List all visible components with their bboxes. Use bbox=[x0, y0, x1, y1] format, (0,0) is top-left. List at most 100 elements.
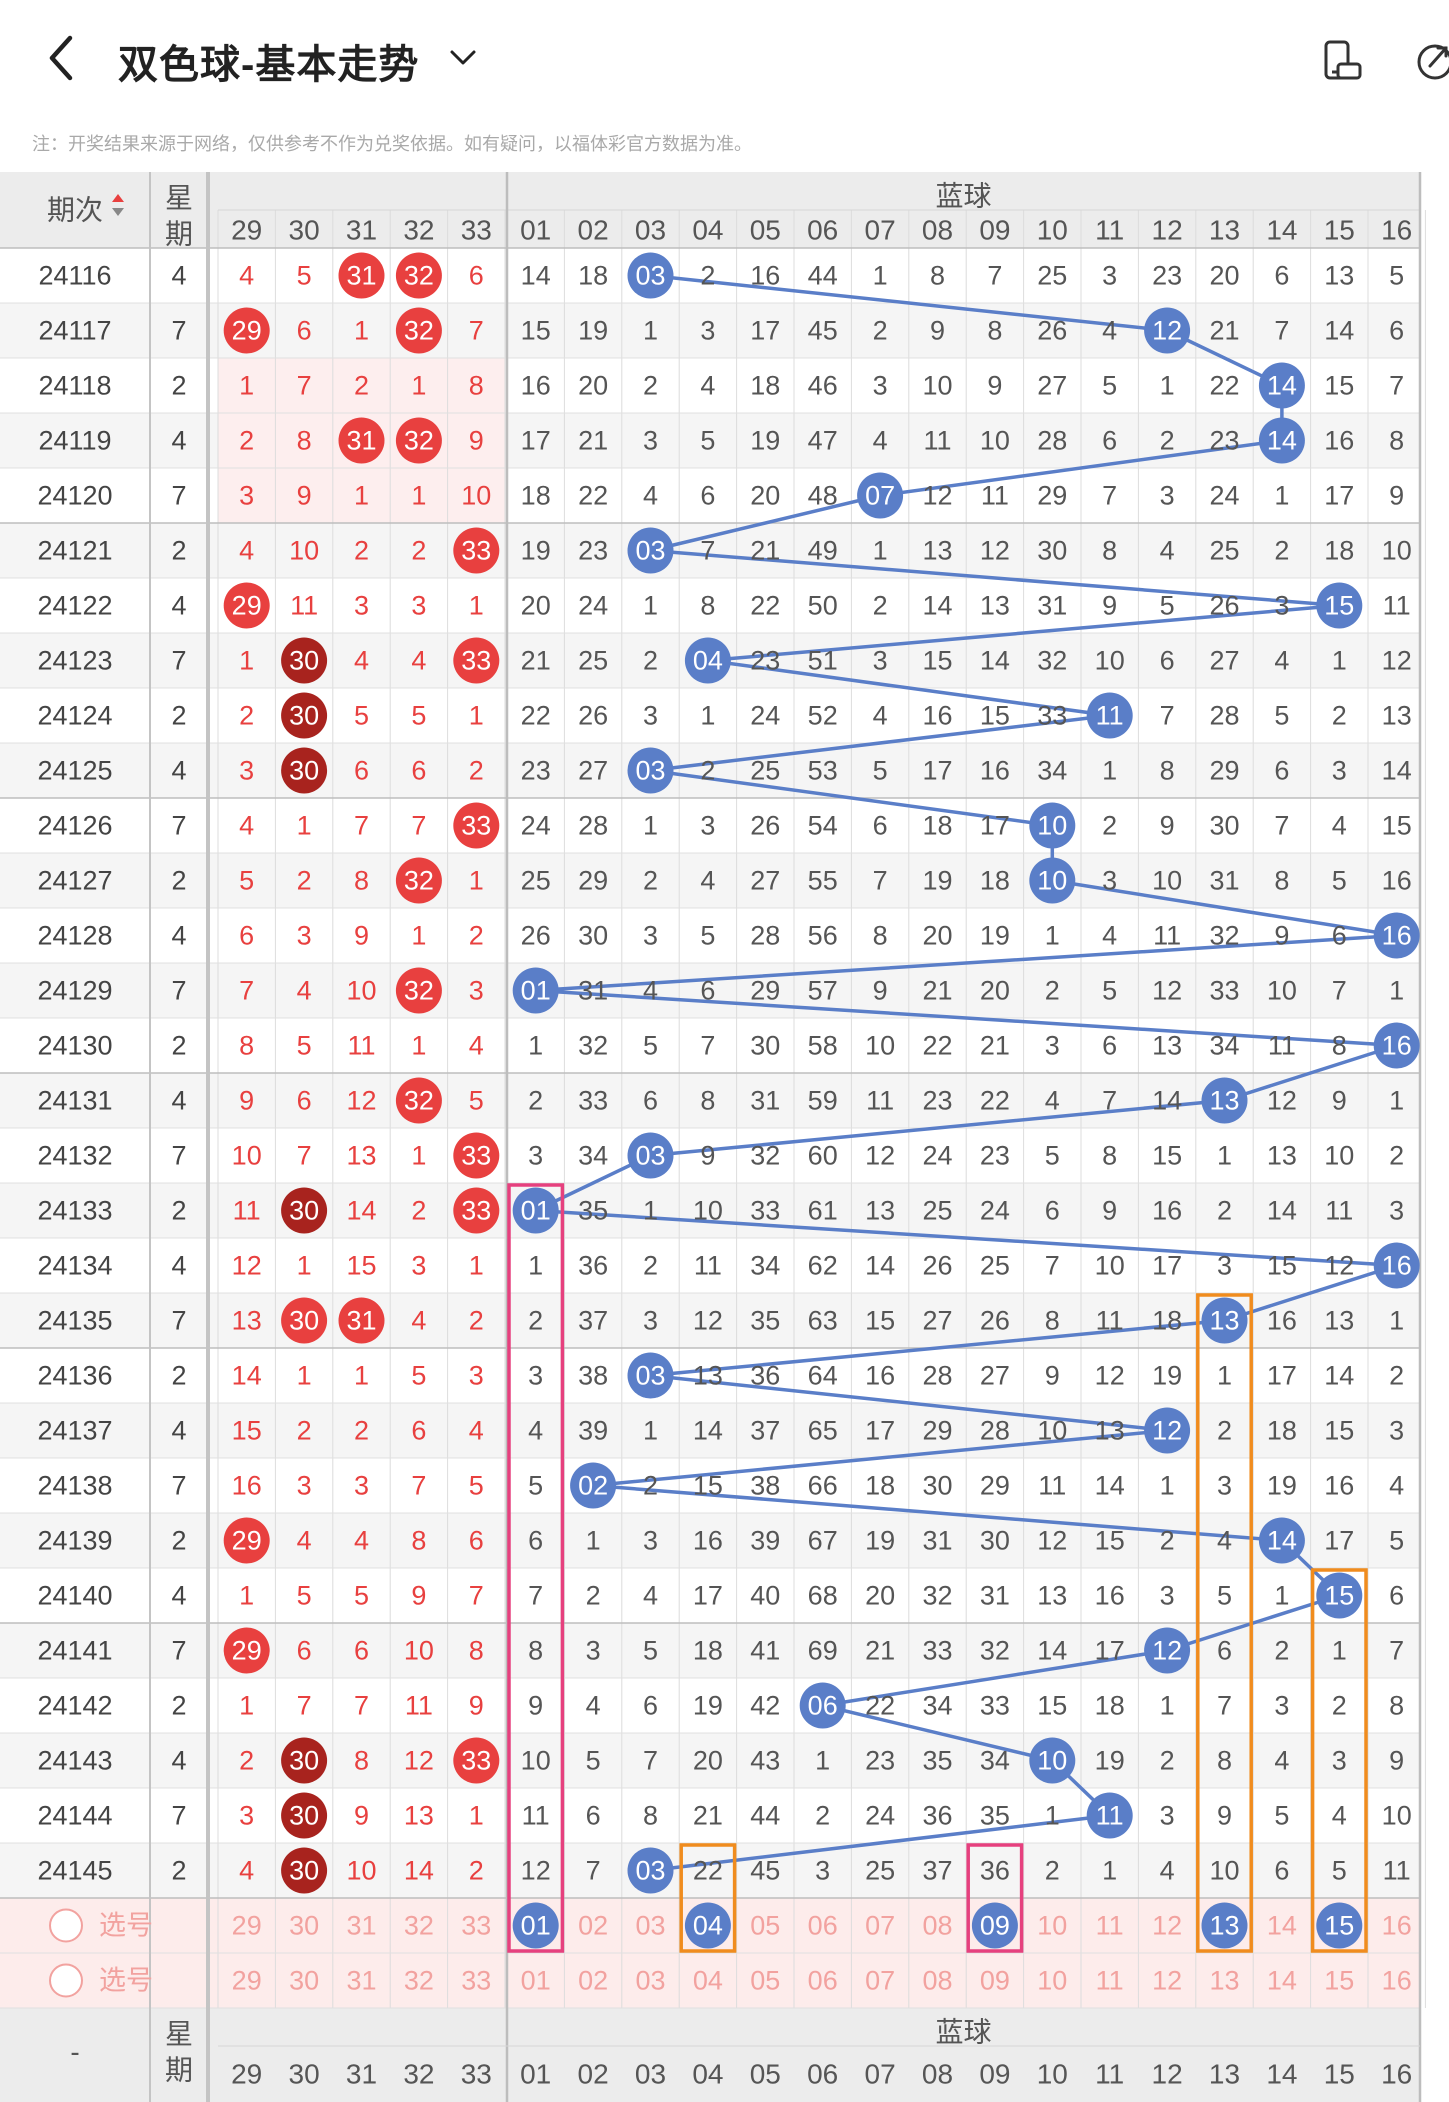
blue-miss-count: 35 bbox=[750, 1306, 780, 1336]
red-miss-count: 1 bbox=[469, 1251, 484, 1281]
blue-miss-count: 11 bbox=[1383, 1856, 1411, 1886]
blue-miss-count: 6 bbox=[1045, 1196, 1060, 1226]
blue-miss-count: 16 bbox=[750, 261, 780, 291]
blue-ball-number: 16 bbox=[1382, 921, 1412, 951]
blue-col-header: 02 bbox=[578, 215, 609, 246]
blue-miss-count: 3 bbox=[1102, 866, 1117, 896]
blue-miss-count: 1 bbox=[1102, 756, 1117, 786]
blue-miss-count: 29 bbox=[1037, 481, 1067, 511]
red-miss-count: 3 bbox=[239, 1801, 254, 1831]
blue-miss-count: 20 bbox=[750, 481, 780, 511]
red-miss-count: 5 bbox=[297, 1581, 312, 1611]
blue-miss-count: 7 bbox=[586, 1856, 601, 1886]
red-miss-count: 1 bbox=[297, 811, 312, 841]
blue-miss-count: 3 bbox=[1274, 1691, 1289, 1721]
red-miss-count: 1 bbox=[297, 1251, 312, 1281]
blue-miss-count: 8 bbox=[987, 316, 1002, 346]
blue-ball-number: 14 bbox=[1267, 371, 1297, 401]
red-miss-count: 5 bbox=[239, 866, 254, 896]
red-miss-count: 14 bbox=[404, 1856, 434, 1886]
back-arrow-icon[interactable] bbox=[40, 32, 84, 84]
blue-miss-count: 8 bbox=[1389, 426, 1404, 456]
select-red-number: 32 bbox=[404, 1966, 434, 1996]
blue-miss-count: 2 bbox=[1217, 1196, 1232, 1226]
blue-miss-count: 4 bbox=[700, 866, 715, 896]
blue-miss-count: 26 bbox=[980, 1306, 1010, 1336]
period-cell: 24140 bbox=[37, 1581, 112, 1611]
blue-miss-count: 30 bbox=[750, 1031, 780, 1061]
week-cell: 7 bbox=[171, 1141, 186, 1171]
device-rotate-icon[interactable] bbox=[1320, 38, 1366, 82]
blue-miss-count: 5 bbox=[528, 1471, 543, 1501]
row-bg bbox=[0, 523, 1420, 578]
blue-miss-count: 14 bbox=[1095, 1471, 1125, 1501]
selected-blue-number: 04 bbox=[693, 1911, 723, 1941]
red-ball-number: 30 bbox=[289, 756, 319, 786]
week-cell: 4 bbox=[171, 1086, 186, 1116]
blue-miss-count: 3 bbox=[873, 371, 888, 401]
red-miss-count: 2 bbox=[297, 1416, 312, 1446]
blue-miss-count: 9 bbox=[1389, 481, 1404, 511]
red-ball-number: 32 bbox=[404, 866, 434, 896]
red-miss-count: 1 bbox=[297, 1361, 312, 1391]
red-miss-count: 10 bbox=[232, 1141, 262, 1171]
red-ball-number: 33 bbox=[461, 646, 491, 676]
red-miss-count: 5 bbox=[411, 701, 426, 731]
red-ball bbox=[223, 582, 270, 629]
blue-miss-count: 12 bbox=[922, 481, 952, 511]
red-ball bbox=[281, 1737, 328, 1784]
selected-blue-ball bbox=[684, 1902, 731, 1949]
blue-miss-count: 17 bbox=[980, 811, 1010, 841]
week-cell: 2 bbox=[171, 1361, 186, 1391]
week-cell: 7 bbox=[171, 1306, 186, 1336]
blue-miss-count: 19 bbox=[1095, 1746, 1125, 1776]
chevron-down-icon[interactable] bbox=[448, 44, 478, 70]
blue-miss-count: 8 bbox=[700, 1086, 715, 1116]
blue-miss-count: 14 bbox=[693, 1416, 723, 1446]
red-miss-count: 13 bbox=[232, 1306, 262, 1336]
blue-miss-count: 18 bbox=[1095, 1691, 1125, 1721]
red-miss-count: 8 bbox=[297, 426, 312, 456]
select-blue-number: 06 bbox=[808, 1966, 838, 1996]
selected-blue-ball bbox=[1201, 1902, 1248, 1949]
blue-miss-count: 40 bbox=[750, 1581, 780, 1611]
red-ball bbox=[338, 1297, 385, 1344]
blue-miss-count: 6 bbox=[700, 481, 715, 511]
red-miss-count: 2 bbox=[411, 536, 426, 566]
blue-miss-count: 6 bbox=[873, 811, 888, 841]
blue-ball-number: 15 bbox=[1324, 1581, 1354, 1611]
blue-miss-count: 31 bbox=[980, 1581, 1010, 1611]
share-icon[interactable] bbox=[1412, 38, 1449, 82]
blue-miss-count: 27 bbox=[1037, 371, 1067, 401]
blue-miss-count: 12 bbox=[693, 1306, 723, 1336]
blue-miss-count: 29 bbox=[922, 1416, 952, 1446]
blue-ball bbox=[1201, 1297, 1248, 1344]
blue-miss-count: 3 bbox=[643, 426, 658, 456]
blue-miss-count: 52 bbox=[808, 701, 838, 731]
red-miss-count: 8 bbox=[411, 1526, 426, 1556]
blue-miss-count: 1 bbox=[528, 1031, 543, 1061]
select-blue-number: 16 bbox=[1382, 1911, 1412, 1941]
blue-miss-count: 2 bbox=[1160, 1746, 1175, 1776]
blue-miss-count: 3 bbox=[700, 811, 715, 841]
blue-miss-count: 26 bbox=[750, 811, 780, 841]
blue-group-label: 蓝球 bbox=[935, 181, 991, 212]
blue-miss-count: 2 bbox=[643, 866, 658, 896]
week-cell: 2 bbox=[171, 1691, 186, 1721]
blue-miss-count: 66 bbox=[808, 1471, 838, 1501]
blue-ball-number: 12 bbox=[1152, 1636, 1182, 1666]
red-miss-count: 7 bbox=[411, 811, 426, 841]
blue-ball-number: 03 bbox=[635, 1141, 665, 1171]
blue-miss-count: 7 bbox=[1274, 316, 1289, 346]
blue-miss-count: 21 bbox=[1209, 316, 1239, 346]
blue-miss-count: 4 bbox=[873, 426, 888, 456]
blue-miss-count: 18 bbox=[693, 1636, 723, 1666]
red-miss-count: 6 bbox=[354, 756, 369, 786]
blue-col-header: 06 bbox=[807, 215, 838, 246]
selected-blue-number: 09 bbox=[980, 1911, 1010, 1941]
blue-miss-count: 6 bbox=[1217, 1636, 1232, 1666]
blue-miss-count: 36 bbox=[578, 1251, 608, 1281]
blue-miss-count: 6 bbox=[1332, 921, 1347, 951]
select-blue-number: 15 bbox=[1324, 1966, 1354, 1996]
blue-miss-count: 55 bbox=[808, 866, 838, 896]
